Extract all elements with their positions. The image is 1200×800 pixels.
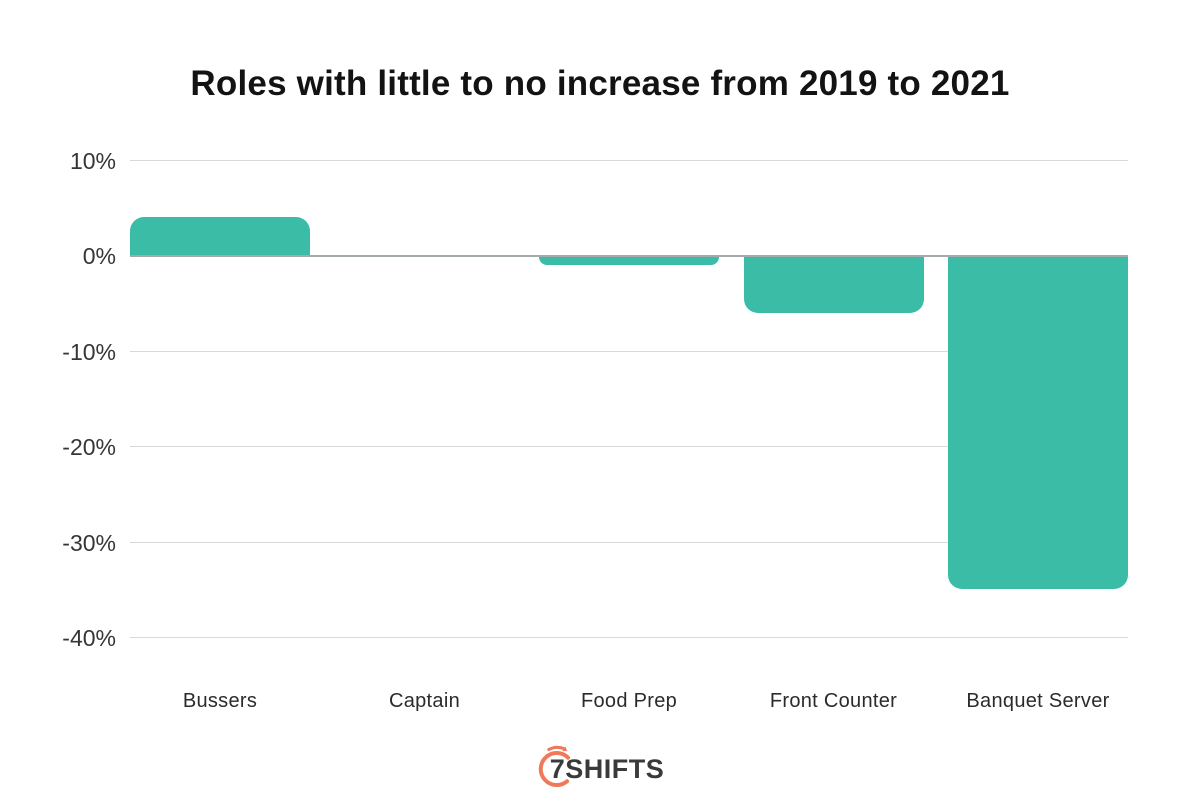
y-tick-label: -40% (62, 625, 116, 651)
y-tick-label: -20% (62, 434, 116, 461)
gridline (130, 350, 1128, 352)
stopwatch-arc-icon (538, 745, 571, 787)
x-tick-label: Banquet Server (966, 690, 1110, 712)
gridline (130, 160, 1128, 161)
gridline (130, 446, 1128, 448)
bar-banquet-server (948, 257, 1128, 590)
chart-title: Roles with little to no increase from 20… (190, 64, 1010, 103)
y-tick-label: -30% (62, 529, 116, 556)
footer-logo: 7SHIFTS (536, 742, 665, 790)
bar-food-prep (539, 257, 719, 265)
x-tick-label: Captain (388, 690, 461, 712)
zero-axis-line (130, 255, 1128, 258)
gridline (130, 637, 1128, 638)
bar-front-counter (743, 257, 924, 313)
bar-bussers (130, 217, 310, 256)
gridline (130, 541, 1128, 543)
plot-area: 10% 0% -10% -20% -30% -40% Bussers Captain Food … (62, 148, 1128, 712)
y-tick-label: -10% (62, 338, 116, 365)
logo-text: 7SHIFTS (549, 754, 665, 784)
x-tick-label: Food Prep (580, 690, 678, 712)
x-tick-label: Front Counter (769, 690, 898, 712)
y-tick-label: 10% (69, 148, 116, 174)
y-tick-label: 0% (82, 243, 116, 270)
x-tick-label: Bussers (182, 690, 258, 712)
